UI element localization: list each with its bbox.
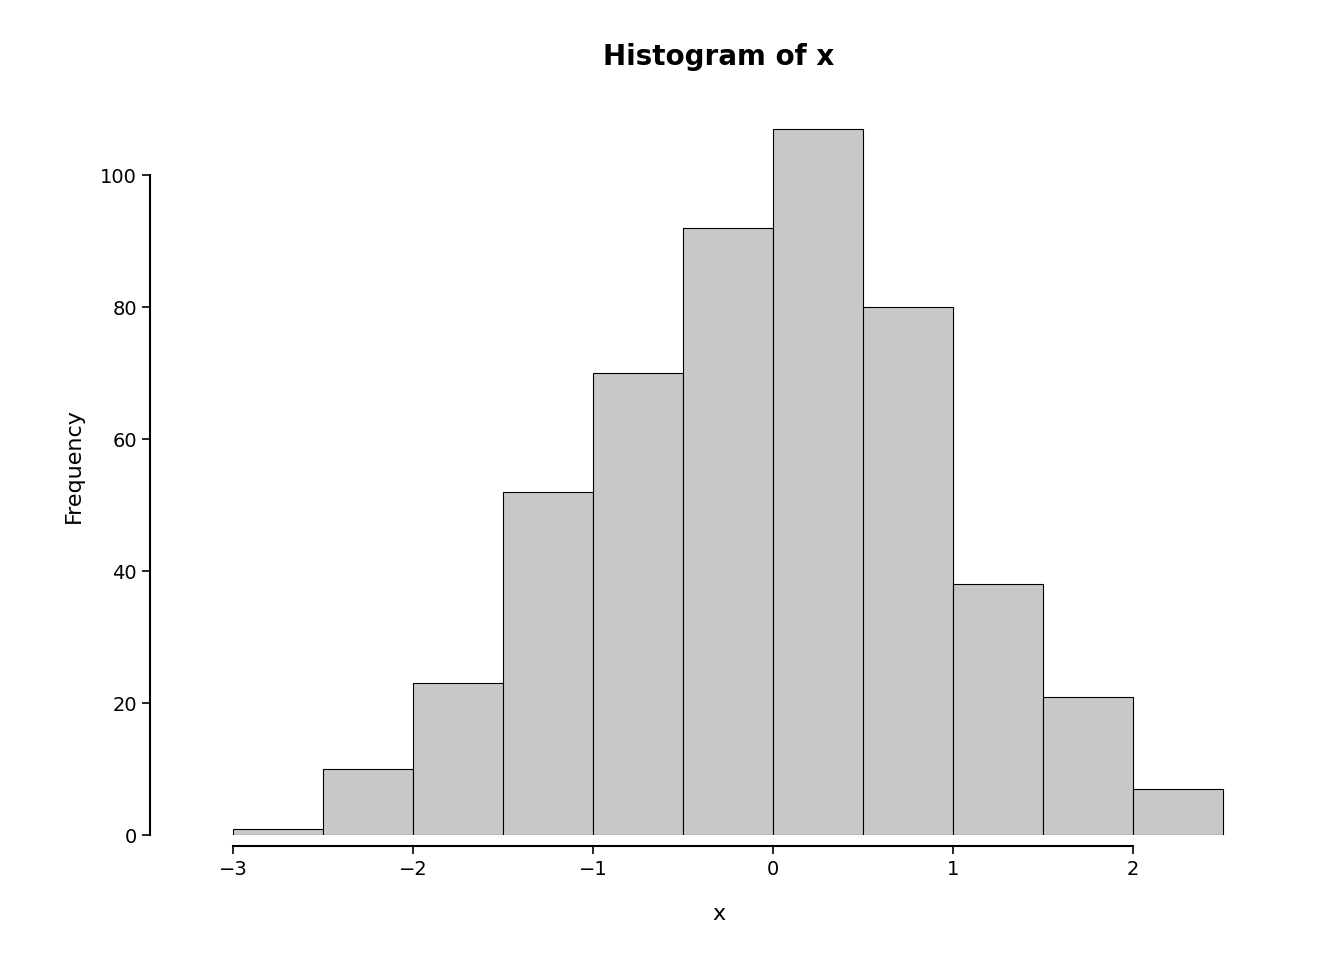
Bar <box>1043 697 1133 835</box>
Bar <box>234 828 323 835</box>
Bar <box>773 129 863 835</box>
Bar <box>863 307 953 835</box>
Bar <box>593 373 683 835</box>
Y-axis label: Frequency: Frequency <box>63 408 83 523</box>
Title: Histogram of x: Histogram of x <box>603 43 835 71</box>
Bar <box>413 684 503 835</box>
Bar <box>683 228 773 835</box>
Bar <box>953 585 1043 835</box>
Bar <box>503 492 593 835</box>
X-axis label: x: x <box>712 903 726 924</box>
Bar <box>1133 789 1223 835</box>
Bar <box>323 769 413 835</box>
